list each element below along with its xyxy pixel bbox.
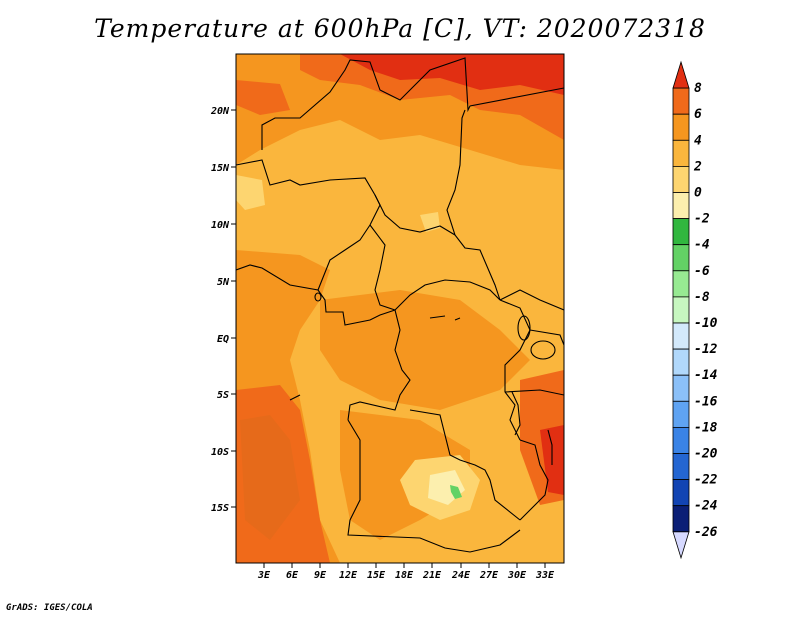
colorbar-label: -20 xyxy=(694,447,718,462)
temperature-field xyxy=(236,54,564,563)
colorbar-label: -26 xyxy=(694,525,718,540)
colorbar-label: -14 xyxy=(694,368,718,383)
lon-ticks xyxy=(263,563,546,568)
colorbar-swatch xyxy=(672,270,690,298)
colorbar-swatch xyxy=(672,479,690,507)
colorbar-swatch xyxy=(672,113,690,141)
lat-label: EQ xyxy=(217,334,229,345)
lon-label: 18E xyxy=(395,570,414,581)
colorbar-swatch xyxy=(672,322,690,350)
colorbar-label: 8 xyxy=(694,81,702,96)
colorbar-label: -4 xyxy=(694,238,710,253)
colorbar-label: -8 xyxy=(694,290,710,305)
lat-label: 10S xyxy=(211,447,229,458)
lat-label: 15S xyxy=(211,503,229,514)
colorbar-label: -16 xyxy=(694,394,718,409)
colorbar-swatch xyxy=(672,400,690,428)
lat-ticks xyxy=(231,109,236,508)
lon-label: 27E xyxy=(479,570,499,581)
colorbar-swatch xyxy=(672,218,690,246)
lon-label: 30E xyxy=(507,570,527,581)
colorbar-swatch xyxy=(672,60,690,89)
lat-labels: 20N 15N 10N 5N EQ 5S 10S 15S xyxy=(210,106,230,514)
lon-label: 21E xyxy=(422,570,442,581)
colorbar-label: -6 xyxy=(694,264,710,279)
colorbar-swatch xyxy=(672,139,690,167)
colorbar-swatch xyxy=(672,296,690,324)
colorbar-label: -10 xyxy=(694,316,718,331)
lon-label: 24E xyxy=(451,570,471,581)
colorbar-label: 4 xyxy=(694,133,702,148)
credit-text: GrADS: IGES/COLA xyxy=(6,603,93,613)
lon-labels: 3E 6E 9E 12E 15E 18E 21E 24E 27E 30E 33E xyxy=(257,570,555,581)
lon-label: 9E xyxy=(314,570,327,581)
lat-label: 5N xyxy=(217,277,230,288)
lon-label: 3E xyxy=(257,570,271,581)
colorbar-swatch xyxy=(672,192,690,220)
colorbar-swatch xyxy=(672,348,690,376)
colorbar-label: -22 xyxy=(694,473,718,488)
colorbar-swatch xyxy=(672,374,690,402)
colorbar-label: -24 xyxy=(694,499,718,514)
colorbar-swatch xyxy=(672,165,690,193)
lat-label: 15N xyxy=(211,163,230,174)
lat-label: 10N xyxy=(211,220,230,231)
colorbar-label: 6 xyxy=(694,107,702,122)
lon-label: 12E xyxy=(339,570,358,581)
colorbar-swatch xyxy=(672,244,690,272)
country-borders xyxy=(236,57,564,553)
colorbar-label: -18 xyxy=(694,420,718,435)
colorbar-swatch xyxy=(672,531,690,560)
colorbar-swatch xyxy=(672,87,690,115)
colorbar: 8 6 4 2 0 -2 -4 -6 -8 -10 -12 -14 -16 -18 -20 -22 -24 -26 xyxy=(672,60,718,560)
colorbar-swatch xyxy=(672,453,690,481)
colorbar-swatch xyxy=(672,426,690,454)
colorbar-label: 0 xyxy=(694,186,702,201)
lon-label: 33E xyxy=(535,570,555,581)
lakes xyxy=(314,292,556,465)
map-frame xyxy=(235,53,565,564)
lon-label: 6E xyxy=(286,570,299,581)
colorbar-label: -12 xyxy=(694,342,718,357)
colorbar-label: -2 xyxy=(694,212,710,227)
colorbar-swatch xyxy=(672,505,690,533)
lat-label: 20N xyxy=(210,106,230,117)
map-title: Temperature at 600hPa [C], VT: 202007231… xyxy=(94,14,706,43)
lon-label: 15E xyxy=(367,570,386,581)
colorbar-label: 2 xyxy=(693,159,702,174)
lat-label: 5S xyxy=(217,390,229,401)
